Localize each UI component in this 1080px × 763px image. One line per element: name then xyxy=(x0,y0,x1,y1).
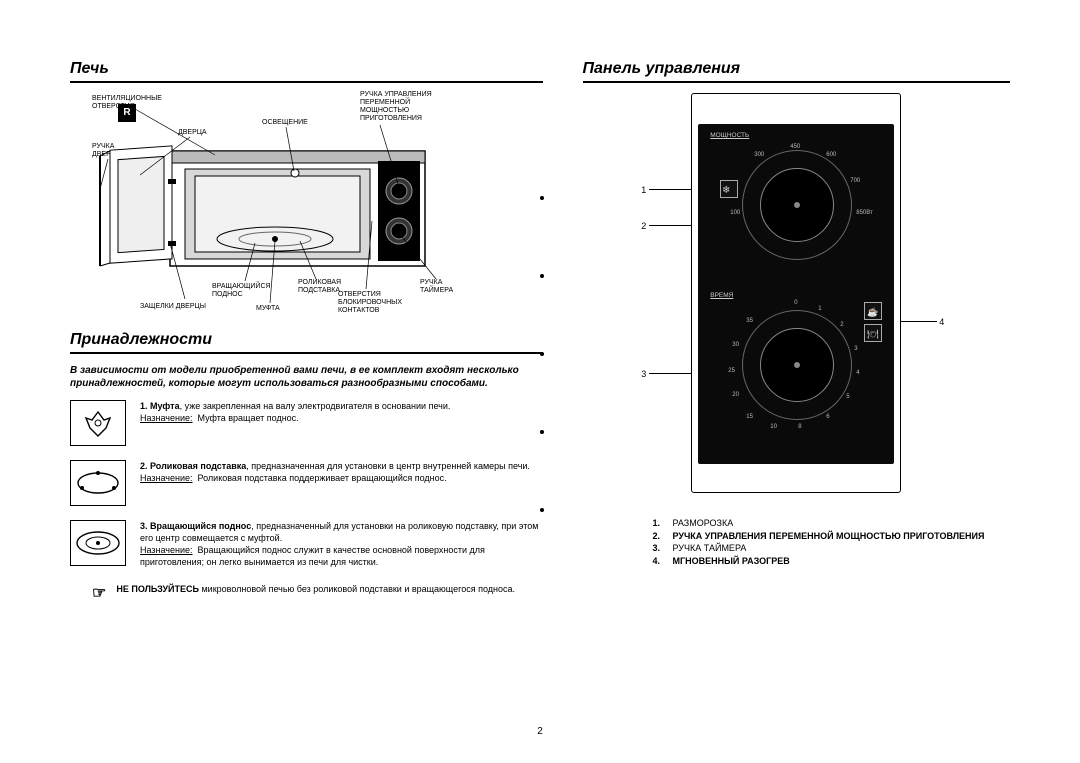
accessory-text: 2. Роликовая подставка, предназначенная … xyxy=(140,460,543,506)
callout-3: 3 xyxy=(641,369,646,379)
legend-row: 1.РАЗМОРОЗКА xyxy=(653,517,1011,530)
section-title-oven: Печь xyxy=(70,60,543,83)
oven-diagram: ВЕНТИЛЯЦИОННЫЕОТВЕРСТИЯ ДВЕРЦА ОСВЕЩЕНИЕ… xyxy=(70,91,500,331)
section-title-accessories: Принадлежности xyxy=(70,331,543,354)
control-panel-legend: 1.РАЗМОРОЗКА2.РУЧКА УПРАВЛЕНИЯ ПЕРЕМЕННО… xyxy=(583,517,1011,567)
callout-1: 1 xyxy=(641,185,646,195)
label-power-heading: МОЩНОСТЬ xyxy=(710,132,749,139)
legend-row: 3.РУЧКА ТАЙМЕРА xyxy=(653,542,1011,555)
legend-row: 4.МГНОВЕННЫЙ РАЗОГРЕВ xyxy=(653,555,1011,568)
defrost-icon: ❄ xyxy=(720,180,738,198)
accessory-item: 2. Роликовая подставка, предназначенная … xyxy=(70,460,543,506)
accessory-item: 1. Муфта, уже закрепленная на валу элект… xyxy=(70,400,543,446)
reheat-icon-1: ☕ xyxy=(864,302,882,320)
accessory-icon xyxy=(70,400,126,446)
timer-dial xyxy=(742,310,852,420)
accessory-text: 3. Вращающийся поднос, предназначенный д… xyxy=(140,520,543,569)
label-timer: РУЧКАТАЙМЕРА xyxy=(420,279,453,295)
accessory-item: 3. Вращающийся поднос, предназначенный д… xyxy=(70,520,543,569)
section-title-control-panel: Панель управления xyxy=(583,60,1011,83)
label-turntable: ВРАЩАЮЩИЙСЯПОДНОС xyxy=(212,283,271,299)
power-dial xyxy=(742,150,852,260)
label-interlock: ОТВЕРСТИЯБЛОКИРОВОЧНЫХКОНТАКТОВ xyxy=(338,291,402,315)
label-time-heading: ВРЕМЯ xyxy=(710,292,733,299)
accessory-icon xyxy=(70,460,126,506)
pointing-hand-icon: ☞ xyxy=(92,583,106,603)
svg-text:☕: ☕ xyxy=(867,306,878,317)
label-roller: РОЛИКОВАЯПОДСТАВКА xyxy=(298,279,341,295)
legend-row: 2.РУЧКА УПРАВЛЕНИЯ ПЕРЕМЕННОЙ МОЩНОСТЬЮ … xyxy=(653,530,1011,543)
page-number: 2 xyxy=(0,726,1080,737)
accessories-intro: В зависимости от модели приобретенной ва… xyxy=(70,362,543,400)
accessory-icon xyxy=(70,520,126,566)
warning-do-not-use: ☞ НЕ ПОЛЬЗУЙТЕСЬ микроволновой печью без… xyxy=(70,583,543,603)
accessory-text: 1. Муфта, уже закрепленная на валу элект… xyxy=(140,400,543,446)
reheat-icon-2: 🍽 xyxy=(864,324,882,342)
center-fold-dots xyxy=(540,196,544,512)
svg-text:🍽: 🍽 xyxy=(867,329,879,339)
callout-2: 2 xyxy=(641,221,646,231)
label-latches: ЗАЩЕЛКИ ДВЕРЦЫ xyxy=(140,303,206,311)
label-coupler: МУФТА xyxy=(256,305,280,313)
callout-4: 4 xyxy=(939,317,944,327)
svg-text:❄: ❄ xyxy=(722,185,730,196)
control-panel: МОЩНОСТЬ 100 300 450 600 700 850Вт xyxy=(691,93,901,493)
